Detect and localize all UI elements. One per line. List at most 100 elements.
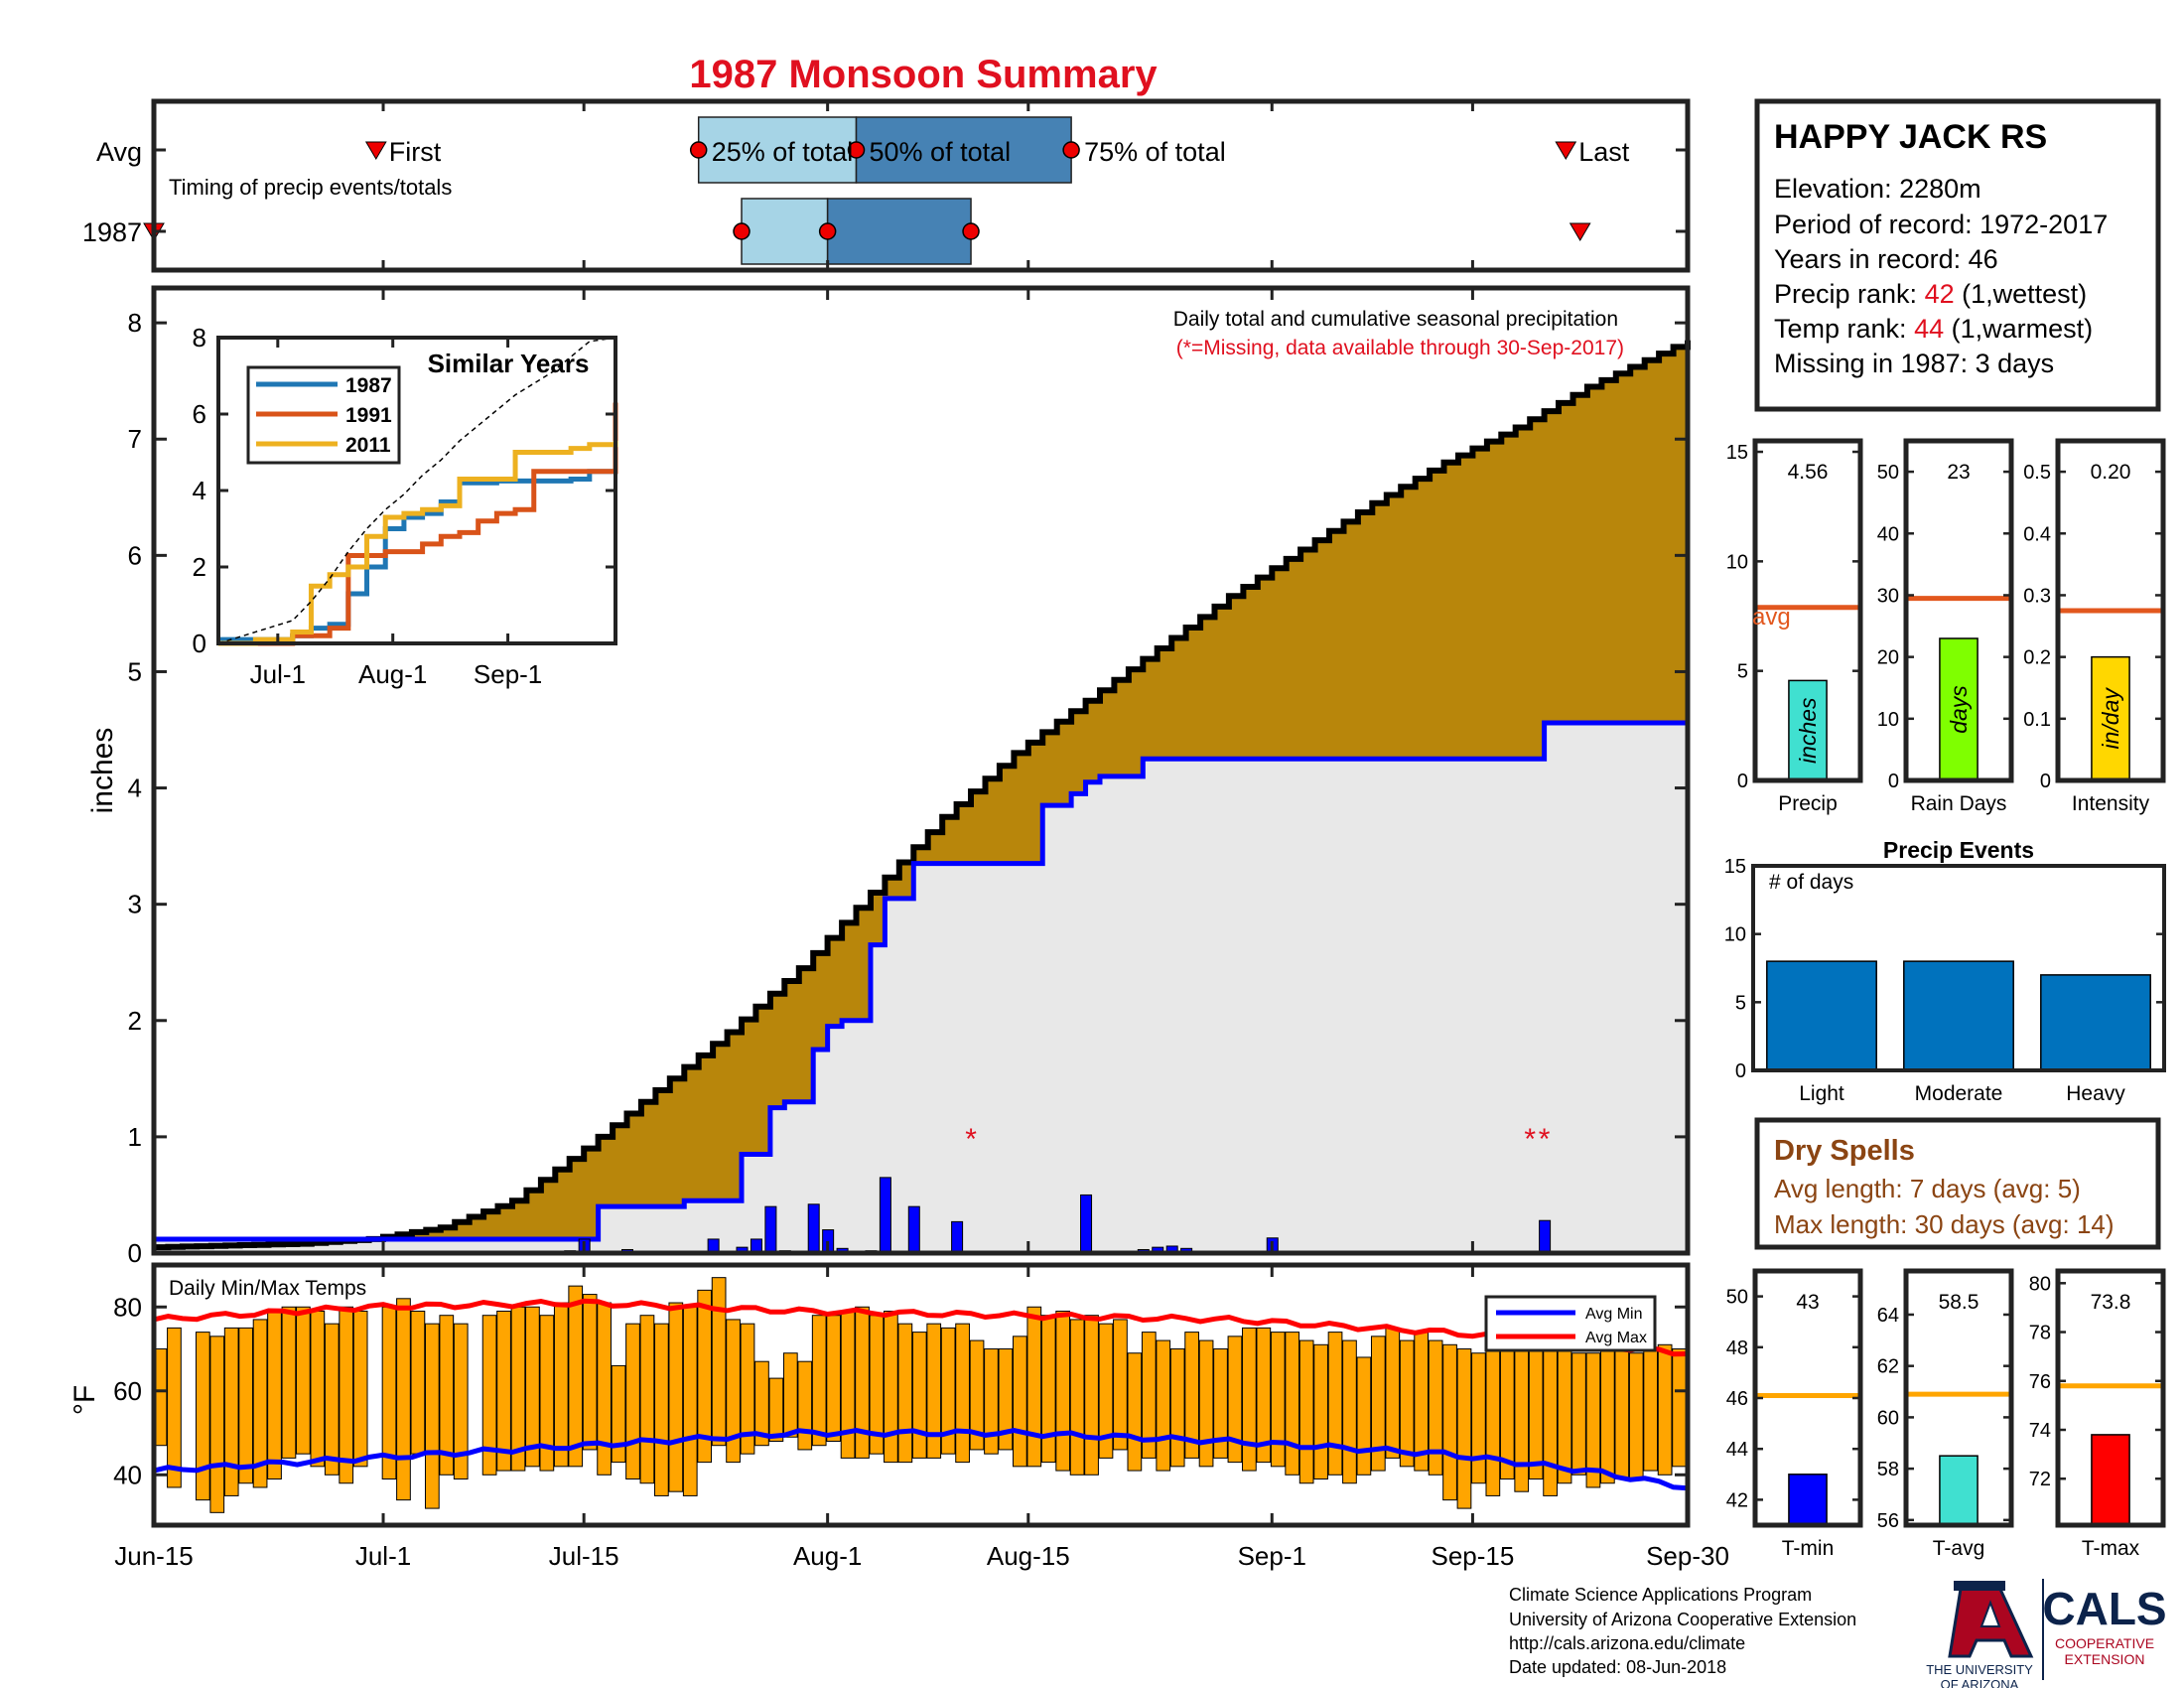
daily-temp-bar [209, 1336, 225, 1513]
timing-subtitle: Timing of precip events/totals [169, 175, 452, 200]
timing-label-25: 25% of total [712, 137, 854, 167]
cumulative-average-line [154, 340, 1691, 1251]
x-tick-label: Sep-15 [1431, 1541, 1514, 1571]
precip-events-frame [1751, 864, 2166, 1072]
station-missing: Missing in 1987: 3 days [1774, 349, 2054, 378]
daily-temp-bar [884, 1310, 898, 1464]
inset-legend-label: 1991 [345, 404, 392, 427]
x-tick-label: Sep-1 [1238, 1541, 1306, 1571]
daily-temp-bar [424, 1323, 440, 1509]
daily-temp-bar [1442, 1343, 1457, 1501]
inset-ytick-label: 6 [193, 399, 206, 429]
cals-cooperative: COOPERATIVE [2055, 1635, 2154, 1651]
precip-ytick-label: 6 [128, 540, 142, 570]
daily-temp-bar [1543, 1336, 1558, 1496]
timing-year-p25-marker [733, 222, 751, 240]
ua-line-1: THE UNIVERSITY [1926, 1662, 2033, 1677]
timing-year-last-marker [1569, 222, 1591, 241]
daily-temp-bar [1227, 1336, 1243, 1464]
precip-ytick-label: 8 [128, 308, 142, 338]
daily-temp-bar [1399, 1339, 1415, 1468]
daily-temp-bar [553, 1302, 569, 1468]
daily-temp-bar [1471, 1352, 1486, 1484]
daily-temp-bar [324, 1323, 340, 1476]
daily-temp-bar [267, 1310, 282, 1480]
timing-avg-p75-marker [1062, 141, 1080, 159]
rain-days-summary-ytick-label: 40 [1877, 523, 1899, 545]
temp-title: Daily Min/Max Temps [169, 1277, 366, 1300]
dry-spells-max: Max length: 30 days (avg: 14) [1774, 1209, 2115, 1239]
rain-days-summary-category-label: Rain Days [1911, 792, 2007, 815]
precip-ytick-label: 1 [128, 1122, 142, 1152]
inset-xtick-label: Jul-1 [250, 659, 306, 689]
inset-xtick-label: Sep-1 [474, 659, 542, 689]
rain-days-summary-ytick-label: 0 [1888, 771, 1899, 792]
daily-temp-bar [339, 1306, 354, 1484]
temp-ytick-label: 60 [113, 1376, 142, 1406]
inset-ytick-label: 8 [193, 323, 206, 352]
tmax-summary-frame [2055, 1268, 2166, 1528]
rain-days-summary: 0 10 20 30 40 50 23 days Rain Days [1877, 438, 2014, 815]
tmax-summary-value-label: 73.8 [2091, 1291, 2131, 1314]
daily-temp-bar [682, 1306, 698, 1496]
daily-temp-bar [410, 1310, 426, 1455]
inset-series-2011 [218, 440, 618, 646]
daily-temp-bar [797, 1360, 813, 1451]
precip-frame [151, 285, 1691, 1256]
intensity-summary-ytick-label: 0 [2040, 771, 2051, 792]
precip-summary-ytick-label: 0 [1737, 771, 1748, 792]
station-temp-rank: Temp rank: 44 (1,warmest) [1774, 314, 2093, 344]
daily-temp-bar [998, 1348, 1014, 1451]
precip-summary-ytick-label: 5 [1737, 661, 1748, 683]
rain-days-summary-value-label: 23 [1947, 461, 1970, 484]
footer-line-3: http://cals.arizona.edu/climate [1509, 1633, 1745, 1653]
precip-events-ytick-label: 15 [1724, 856, 1746, 878]
daily-temp-bar [654, 1323, 669, 1496]
daily-temp-bar [439, 1315, 455, 1476]
daily-precip-bar [1539, 1219, 1552, 1254]
daily-precip-bar [1080, 1194, 1093, 1254]
daily-temp-bar [396, 1298, 411, 1501]
tmax-summary: 72 74 76 78 80 73.8 T-max [2029, 1268, 2166, 1560]
cals-extension: EXTENSION [2065, 1651, 2145, 1667]
daily-temp-bar [955, 1323, 970, 1464]
station-name: HAPPY JACK RS [1774, 118, 2047, 156]
intensity-summary-ytick-label: 0.1 [2023, 709, 2051, 731]
intensity-summary-ytick-label: 0.2 [2023, 647, 2051, 669]
daily-temp-bar [1256, 1327, 1272, 1464]
dry-spells-box: Dry Spells Avg length: 7 days (avg: 5) M… [1754, 1117, 2161, 1250]
precip-events-bar [1766, 960, 1877, 1071]
precip-events-bar [1903, 960, 2014, 1071]
rain-days-summary-ytick-label: 30 [1877, 585, 1899, 607]
daily-temp-bar [1113, 1319, 1128, 1451]
station-period: Period of record: 1972-2017 [1774, 210, 2108, 239]
daily-precip-bar [951, 1220, 964, 1254]
daily-temp-bar [1456, 1348, 1472, 1509]
tmax-summary-category-label: T-max [2082, 1537, 2140, 1560]
inset-series-1991 [218, 402, 618, 646]
timing-avg-dark-box [855, 116, 1072, 184]
avg-label: avg [1752, 604, 1791, 631]
timing-frame [151, 98, 1691, 273]
daily-temp-bar [1242, 1327, 1257, 1472]
footer-line-4: Date updated: 08-Jun-2018 [1509, 1657, 1726, 1677]
timing-year-light-box [741, 198, 829, 265]
temp-y-axis: 40 60 80 [113, 1265, 1690, 1525]
daily-temp-bar [223, 1327, 239, 1496]
daily-temp-bar [639, 1315, 655, 1484]
daily-temp-bar [1213, 1348, 1228, 1459]
daily-temp-bar [1040, 1315, 1056, 1464]
legend-min-label: Avg Min [1585, 1306, 1643, 1323]
daily-temp-bar [1342, 1339, 1357, 1484]
figure-title: 1987 Monsoon Summary [689, 53, 1158, 96]
timing-panel: 25% of total 50% of total 75% of total F… [82, 98, 1691, 273]
daily-temp-bar [611, 1364, 626, 1464]
inset-legend-label: 2011 [345, 434, 391, 457]
precip-ytick-label: 3 [128, 890, 142, 919]
inset-legend-label: 1987 [345, 374, 392, 397]
daily-temp-bar [1585, 1352, 1601, 1488]
precip-events-category-label: Light [1799, 1082, 1844, 1105]
daily-temp-bar [1628, 1352, 1644, 1480]
precip-ytick-label: 5 [128, 656, 142, 686]
